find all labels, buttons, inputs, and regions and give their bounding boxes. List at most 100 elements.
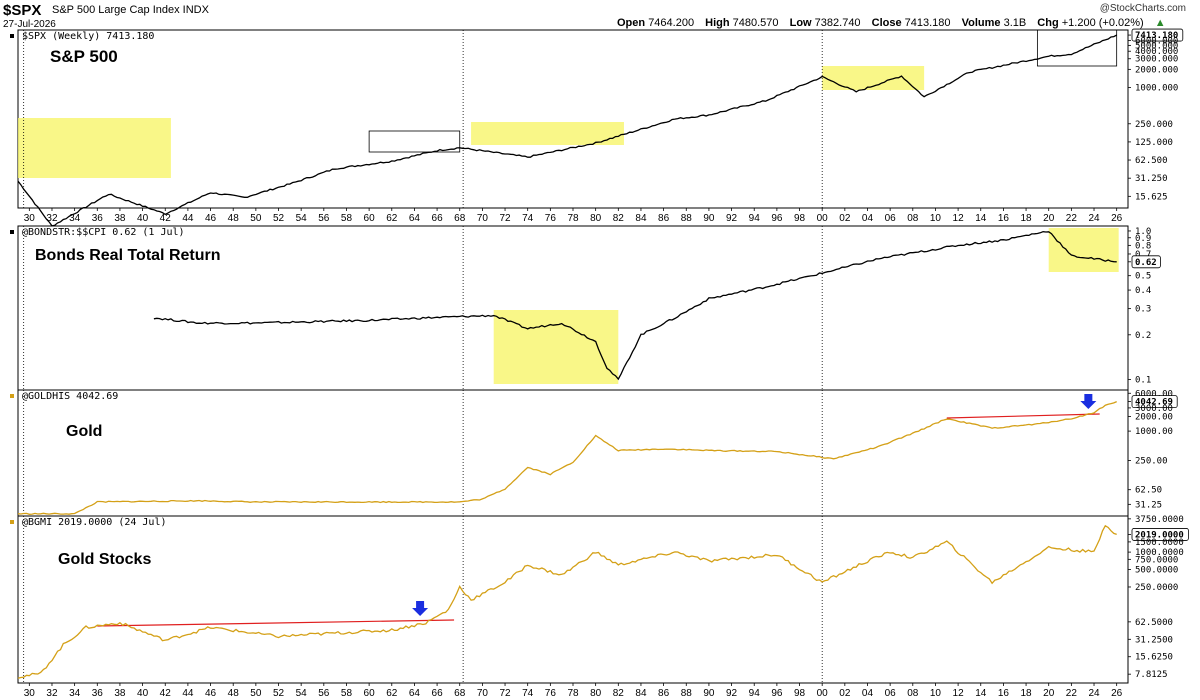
last-value-box xyxy=(1131,28,1184,42)
x-tick-label: 54 xyxy=(296,688,308,699)
x-tick-label: 38 xyxy=(114,688,126,699)
y-tick-label: 15.625 xyxy=(1135,192,1168,202)
x-tick-label: 20 xyxy=(1043,213,1055,224)
x-tick-label: 54 xyxy=(296,213,308,224)
y-tick-label: 31.25 xyxy=(1135,500,1162,510)
y-tick-label: 1500.0000 xyxy=(1135,538,1184,548)
y-tick-label: 3750.0000 xyxy=(1135,515,1184,525)
x-tick-label: 82 xyxy=(613,213,625,224)
x-tick-label: 00 xyxy=(817,213,829,224)
chart-header: $SPX S&P 500 Large Cap Index INDX 27-Jul… xyxy=(0,0,1200,30)
x-tick-label: 40 xyxy=(137,688,149,699)
y-tick-label: 31.250 xyxy=(1135,174,1168,184)
down-arrow-icon xyxy=(1080,394,1097,409)
last-value-box xyxy=(1131,255,1161,269)
x-tick-label: 68 xyxy=(454,688,466,699)
x-tick-label: 32 xyxy=(46,688,58,699)
x-tick-label: 14 xyxy=(975,213,987,224)
resistance-line xyxy=(946,413,1100,419)
y-tick-label: 0.62 xyxy=(1135,258,1157,268)
x-tick-label: 74 xyxy=(522,688,534,699)
x-tick-label: 58 xyxy=(341,688,353,699)
x-tick-label: 62 xyxy=(386,213,398,224)
x-tick-label: 46 xyxy=(205,688,217,699)
x-tick-label: 98 xyxy=(794,688,806,699)
x-tick-label: 30 xyxy=(24,213,36,224)
x-tick-label: 36 xyxy=(92,688,104,699)
x-tick-label: 94 xyxy=(749,688,761,699)
x-tick-label: 70 xyxy=(477,688,489,699)
series-line xyxy=(17,524,1117,679)
x-tick-label: 86 xyxy=(658,688,670,699)
x-tick-label: 16 xyxy=(998,213,1010,224)
y-tick-label: 2000.000 xyxy=(1135,65,1178,75)
legend-swatch-icon xyxy=(10,230,14,234)
x-tick-label: 80 xyxy=(590,213,602,224)
x-tick-label: 84 xyxy=(635,213,647,224)
y-tick-label: 2000.00 xyxy=(1135,412,1173,422)
x-tick-label: 88 xyxy=(681,688,693,699)
x-tick-label: 60 xyxy=(364,688,376,699)
x-tick-label: 66 xyxy=(432,688,444,699)
y-tick-label: 3000.000 xyxy=(1135,55,1178,65)
x-tick-label: 94 xyxy=(749,213,761,224)
x-tick-label: 22 xyxy=(1066,688,1078,699)
x-tick-label: 72 xyxy=(499,213,511,224)
y-tick-label: 62.5000 xyxy=(1135,618,1173,628)
x-tick-label: 04 xyxy=(862,688,874,699)
highlight-region xyxy=(18,118,171,178)
y-tick-label: 125.000 xyxy=(1135,138,1173,148)
y-tick-label: 0.7 xyxy=(1135,250,1151,260)
close-value: 7413.180 xyxy=(904,17,951,29)
y-tick-label: 250.00 xyxy=(1135,456,1168,466)
x-tick-label: 02 xyxy=(839,213,851,224)
x-tick-label: 50 xyxy=(250,213,262,224)
x-tick-label: 56 xyxy=(318,688,330,699)
y-tick-label: 0.8 xyxy=(1135,241,1151,251)
y-tick-label: 6000.00 xyxy=(1135,389,1173,399)
x-tick-label: 42 xyxy=(160,688,172,699)
marked-box xyxy=(1036,29,1118,67)
panel-title: S&P 500 xyxy=(50,47,118,66)
x-tick-label: 98 xyxy=(794,213,806,224)
x-tick-label: 26 xyxy=(1111,688,1123,699)
x-tick-label: 64 xyxy=(409,213,421,224)
highlight-region xyxy=(1048,228,1119,272)
x-tick-label: 18 xyxy=(1020,213,1032,224)
x-tick-label: 44 xyxy=(182,688,194,699)
x-tick-label: 08 xyxy=(907,213,919,224)
x-tick-label: 78 xyxy=(567,213,579,224)
ohlc-readout: Open 7464.200 High 7480.570 Low 7382.740… xyxy=(617,17,1174,29)
resistance-line xyxy=(97,619,455,627)
y-tick-label: 62.500 xyxy=(1135,156,1168,166)
x-tick-label: 48 xyxy=(228,688,240,699)
x-tick-label: 64 xyxy=(409,688,421,699)
panel-legend: @BONDSTR:$$CPI 0.62 (1 Jul) xyxy=(22,227,185,238)
panel-title: Gold Stocks xyxy=(58,551,151,568)
low-value: 7382.740 xyxy=(814,17,861,29)
x-tick-label: 02 xyxy=(839,688,851,699)
volume-label: Volume xyxy=(961,17,1001,29)
y-tick-label: 15.6250 xyxy=(1135,653,1173,663)
y-tick-label: 1.0 xyxy=(1135,227,1151,237)
low-label: Low xyxy=(789,17,812,29)
x-tick-label: 92 xyxy=(726,213,738,224)
x-tick-label: 42 xyxy=(160,213,172,224)
symbol-description: S&P 500 Large Cap Index INDX xyxy=(52,4,209,16)
series-line xyxy=(17,401,1117,515)
copyright-label[interactable]: @StockCharts.com xyxy=(1099,3,1186,14)
y-tick-label: 7413.180 xyxy=(1135,31,1178,41)
chg-value: +1.200 (+0.02%) xyxy=(1061,17,1144,29)
panel-frame xyxy=(17,389,1129,517)
x-tick-label: 76 xyxy=(545,213,557,224)
x-tick-label: 46 xyxy=(205,213,217,224)
x-tick-label: 16 xyxy=(998,688,1010,699)
marked-box xyxy=(368,130,461,153)
highlight-region xyxy=(471,122,624,145)
x-tick-label: 84 xyxy=(635,688,647,699)
x-tick-label: 36 xyxy=(92,213,104,224)
y-tick-label: 4000.000 xyxy=(1135,47,1178,57)
panel-frame xyxy=(17,515,1129,684)
chg-label: Chg xyxy=(1037,17,1059,29)
x-tick-label: 60 xyxy=(364,213,376,224)
